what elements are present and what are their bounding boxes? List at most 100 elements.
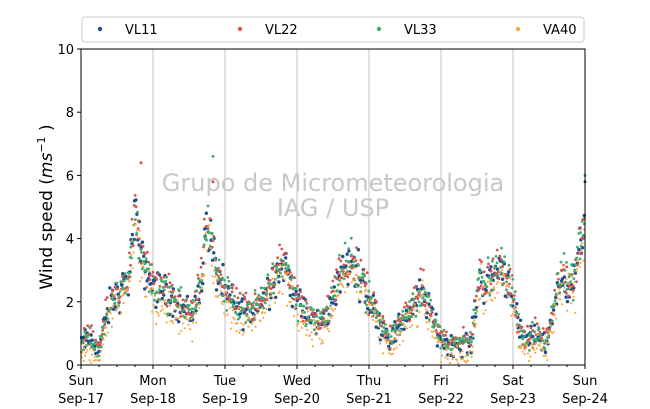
data-point <box>464 339 468 343</box>
data-point <box>365 307 370 311</box>
data-point <box>163 312 166 315</box>
x-tick-date: Sep-17 <box>58 392 104 407</box>
data-point <box>90 353 94 356</box>
data-point <box>409 326 412 329</box>
data-point <box>294 286 298 290</box>
data-point <box>437 336 441 340</box>
data-point <box>477 277 480 280</box>
data-point <box>267 307 272 312</box>
data-point <box>569 286 572 289</box>
data-point <box>406 305 410 308</box>
data-point <box>434 319 438 322</box>
data-point <box>495 282 498 285</box>
data-point <box>376 320 379 323</box>
data-point <box>211 237 215 241</box>
data-point <box>116 287 119 291</box>
data-point <box>115 281 119 285</box>
data-point <box>406 327 409 330</box>
data-point <box>235 301 238 304</box>
data-point <box>290 279 293 282</box>
data-point <box>117 300 121 303</box>
data-point <box>296 313 299 316</box>
data-point <box>469 330 472 334</box>
data-point <box>143 272 146 275</box>
data-point <box>535 322 539 326</box>
data-point <box>153 298 156 302</box>
data-point <box>367 289 371 293</box>
data-point <box>509 303 513 307</box>
data-point <box>216 269 219 272</box>
data-point <box>179 303 183 307</box>
data-point <box>86 324 89 328</box>
data-point <box>405 316 409 319</box>
data-point <box>214 295 217 298</box>
data-point <box>419 303 423 307</box>
data-point <box>562 282 565 285</box>
data-point <box>388 352 391 355</box>
data-point <box>421 296 424 300</box>
data-point <box>259 295 263 299</box>
data-point <box>318 322 322 326</box>
data-point <box>406 307 410 311</box>
data-point <box>495 248 499 252</box>
data-point <box>322 341 325 344</box>
data-point <box>130 217 134 221</box>
data-point <box>300 326 303 329</box>
data-point <box>486 256 490 259</box>
data-point <box>383 334 386 337</box>
data-point <box>240 322 243 325</box>
data-point <box>534 351 537 354</box>
data-point <box>214 288 219 292</box>
data-point <box>543 347 547 350</box>
data-point <box>438 332 442 335</box>
x-tick-date: Sep-21 <box>346 392 392 407</box>
data-point <box>155 310 158 313</box>
data-point <box>250 322 253 325</box>
data-point <box>547 334 551 337</box>
data-point <box>185 318 188 321</box>
data-point <box>529 332 533 336</box>
data-point <box>227 301 230 304</box>
data-point <box>357 264 360 267</box>
data-point <box>259 320 262 323</box>
data-point <box>543 350 548 355</box>
data-point <box>101 343 104 346</box>
data-point <box>470 355 473 359</box>
data-point <box>264 290 267 293</box>
data-point <box>432 326 436 329</box>
data-point <box>165 321 168 324</box>
data-point <box>450 351 453 354</box>
data-point <box>450 347 454 351</box>
data-point <box>151 310 154 313</box>
data-point <box>176 305 180 309</box>
data-point <box>261 291 266 295</box>
data-point <box>136 227 140 230</box>
data-point <box>326 319 330 323</box>
data-point <box>130 232 135 237</box>
data-point <box>99 340 103 344</box>
data-point <box>329 316 333 319</box>
data-point <box>341 283 344 286</box>
data-point <box>390 353 393 356</box>
data-point <box>350 253 353 257</box>
data-point <box>138 229 141 232</box>
data-point <box>482 301 486 305</box>
data-point <box>442 328 446 332</box>
data-point <box>324 311 327 314</box>
data-point <box>317 309 321 312</box>
data-point <box>533 330 536 334</box>
data-point <box>115 309 118 312</box>
data-point <box>333 294 337 298</box>
data-point <box>110 325 113 328</box>
data-point <box>487 262 490 266</box>
data-point <box>135 229 139 232</box>
data-point <box>399 331 402 334</box>
data-point <box>486 265 489 269</box>
data-point <box>254 325 257 328</box>
data-point <box>423 298 426 302</box>
data-point <box>212 269 216 272</box>
data-point <box>430 311 434 314</box>
data-point <box>145 250 149 254</box>
x-tick-date: Sep-23 <box>490 392 536 407</box>
data-point <box>220 300 223 303</box>
